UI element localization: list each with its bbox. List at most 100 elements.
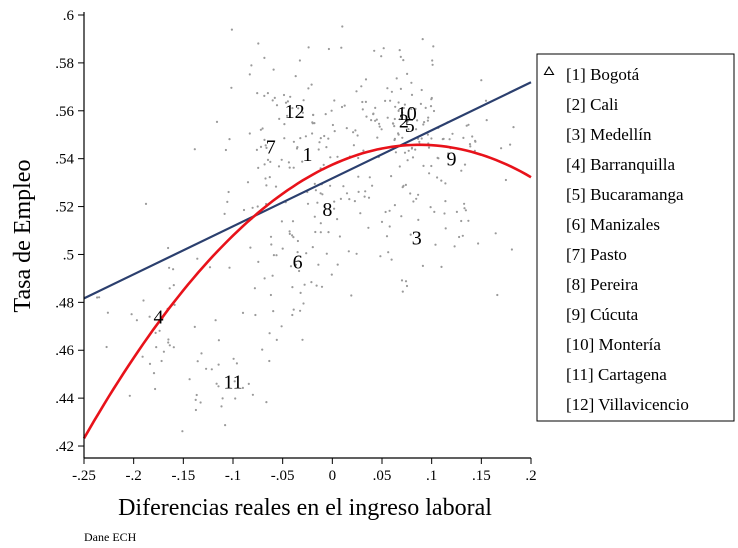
city-label-5: 5	[405, 115, 415, 137]
scatter-point	[227, 190, 230, 194]
scatter-point	[444, 200, 447, 203]
scatter-point	[292, 140, 295, 143]
scatter-point	[251, 393, 254, 396]
scatter-point	[233, 380, 236, 383]
scatter-point	[420, 88, 423, 92]
scatter-point	[268, 359, 271, 363]
scatter-point	[142, 299, 145, 302]
scatter-point	[105, 345, 108, 349]
scatter-point	[316, 201, 319, 204]
scatter-point	[342, 185, 345, 188]
scatter-point	[371, 184, 374, 187]
scatter-point	[173, 303, 176, 306]
scatter-point	[291, 107, 294, 110]
scatter-point	[398, 118, 401, 121]
scatter-point	[380, 128, 383, 131]
linear-fit-line	[83, 81, 532, 300]
scatter-point	[384, 210, 387, 214]
scatter-point	[280, 220, 283, 223]
city-label-3: 3	[412, 228, 422, 250]
scatter-point	[221, 397, 224, 400]
scatter-point	[415, 128, 418, 131]
scatter-point	[356, 134, 359, 137]
scatter-point	[388, 209, 391, 212]
scatter-point	[463, 202, 466, 205]
scatter-point	[319, 192, 322, 195]
scatter-point	[339, 197, 342, 200]
scatter-point	[210, 368, 213, 371]
scatter-point	[323, 134, 326, 138]
scatter-point	[314, 230, 317, 234]
scatter-point	[205, 367, 208, 370]
axes: -.25 -.2 -.15 -.1 -.05 0 .05 .1 .15 .2 .42 .44 .46 .4…	[55, 8, 536, 484]
scatter-point	[248, 73, 251, 76]
scatter-point	[217, 339, 220, 342]
scatter-point	[357, 190, 360, 193]
x-tick-label: .15	[472, 468, 491, 484]
scatter-point	[296, 146, 299, 149]
scatter-point	[141, 355, 144, 358]
scatter-point	[399, 87, 402, 90]
scatter-point	[327, 137, 330, 140]
scatter-point	[426, 119, 429, 122]
scatter-point	[430, 98, 433, 101]
scatter-point	[281, 247, 284, 250]
scatter-point	[406, 120, 409, 123]
scatter-point	[275, 338, 278, 341]
city-label-11: 11	[223, 371, 242, 393]
scatter-point	[266, 158, 270, 161]
scatter-point	[167, 341, 170, 344]
scatter-point	[338, 235, 341, 238]
scatter-point	[168, 287, 171, 290]
scatter-point	[468, 143, 472, 146]
scatter-point	[214, 319, 217, 322]
scatter-point	[340, 105, 344, 109]
scatter-point	[254, 313, 257, 317]
legend-box	[536, 53, 735, 422]
scatter-point	[409, 233, 412, 236]
scatter-point	[278, 117, 281, 120]
scatter-point	[474, 140, 477, 143]
scatter-point	[363, 195, 366, 198]
scatter-point	[403, 103, 406, 106]
scatter-point	[275, 254, 278, 257]
scatter-point	[307, 46, 310, 49]
scatter-point	[280, 325, 283, 328]
scatter-point	[461, 234, 464, 237]
scatter-point	[330, 109, 333, 112]
scatter-point	[410, 147, 413, 150]
scatter-point	[280, 158, 283, 161]
scatter-point	[355, 90, 358, 93]
scatter-point	[347, 250, 350, 253]
scatter-point	[437, 157, 440, 160]
scatter-point	[96, 296, 99, 299]
scatter-point	[301, 111, 304, 114]
scatter-point	[400, 279, 404, 282]
scatter-point	[287, 161, 290, 164]
scatter-point	[277, 165, 281, 168]
scatter-point	[257, 166, 260, 169]
y-tick-label: .54	[55, 152, 74, 168]
scatter-point	[401, 111, 404, 114]
scatter-point	[299, 137, 302, 140]
scatter-point	[167, 246, 170, 250]
scatter-point	[431, 63, 434, 66]
city-label-2: 2	[399, 110, 409, 132]
scatter-point	[160, 359, 163, 363]
y-tick-label: .56	[55, 104, 74, 120]
scatter-point	[364, 78, 368, 81]
scatter-point	[357, 175, 360, 178]
scatter-point	[224, 148, 227, 152]
scatter-point	[364, 100, 367, 103]
scatter-point	[380, 55, 383, 58]
city-label-7: 7	[266, 137, 276, 159]
scatter-point	[424, 106, 427, 109]
scatter-point	[298, 269, 301, 273]
scatter-point	[263, 56, 266, 60]
scatter-point	[407, 128, 410, 131]
scatter-point	[291, 286, 294, 289]
scatter-point	[324, 113, 327, 116]
y-tick-label: .44	[55, 391, 74, 407]
scatter-point	[333, 207, 336, 210]
scatter-point	[420, 137, 423, 140]
